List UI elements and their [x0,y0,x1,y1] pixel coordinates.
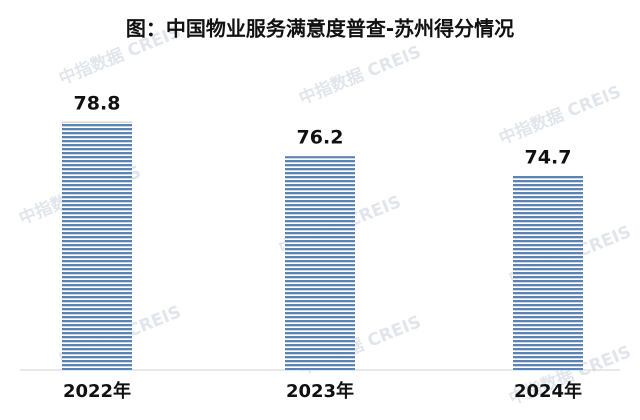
watermark: 中指数据 CREIS [296,41,424,109]
bar [513,175,583,370]
x-tick-label: 2024年 [514,380,582,402]
x-tick-label: 2023年 [286,380,354,402]
value-label: 78.8 [74,92,121,114]
value-label: 74.7 [525,146,572,168]
watermark: 中指数据 CREIS [496,81,624,149]
value-label: 76.2 [297,127,344,149]
x-tick-label: 2022年 [63,380,131,402]
bar [285,156,355,370]
chart-title: 图：中国物业服务满意度普查-苏州得分情况 [126,17,514,41]
bar [62,121,132,370]
